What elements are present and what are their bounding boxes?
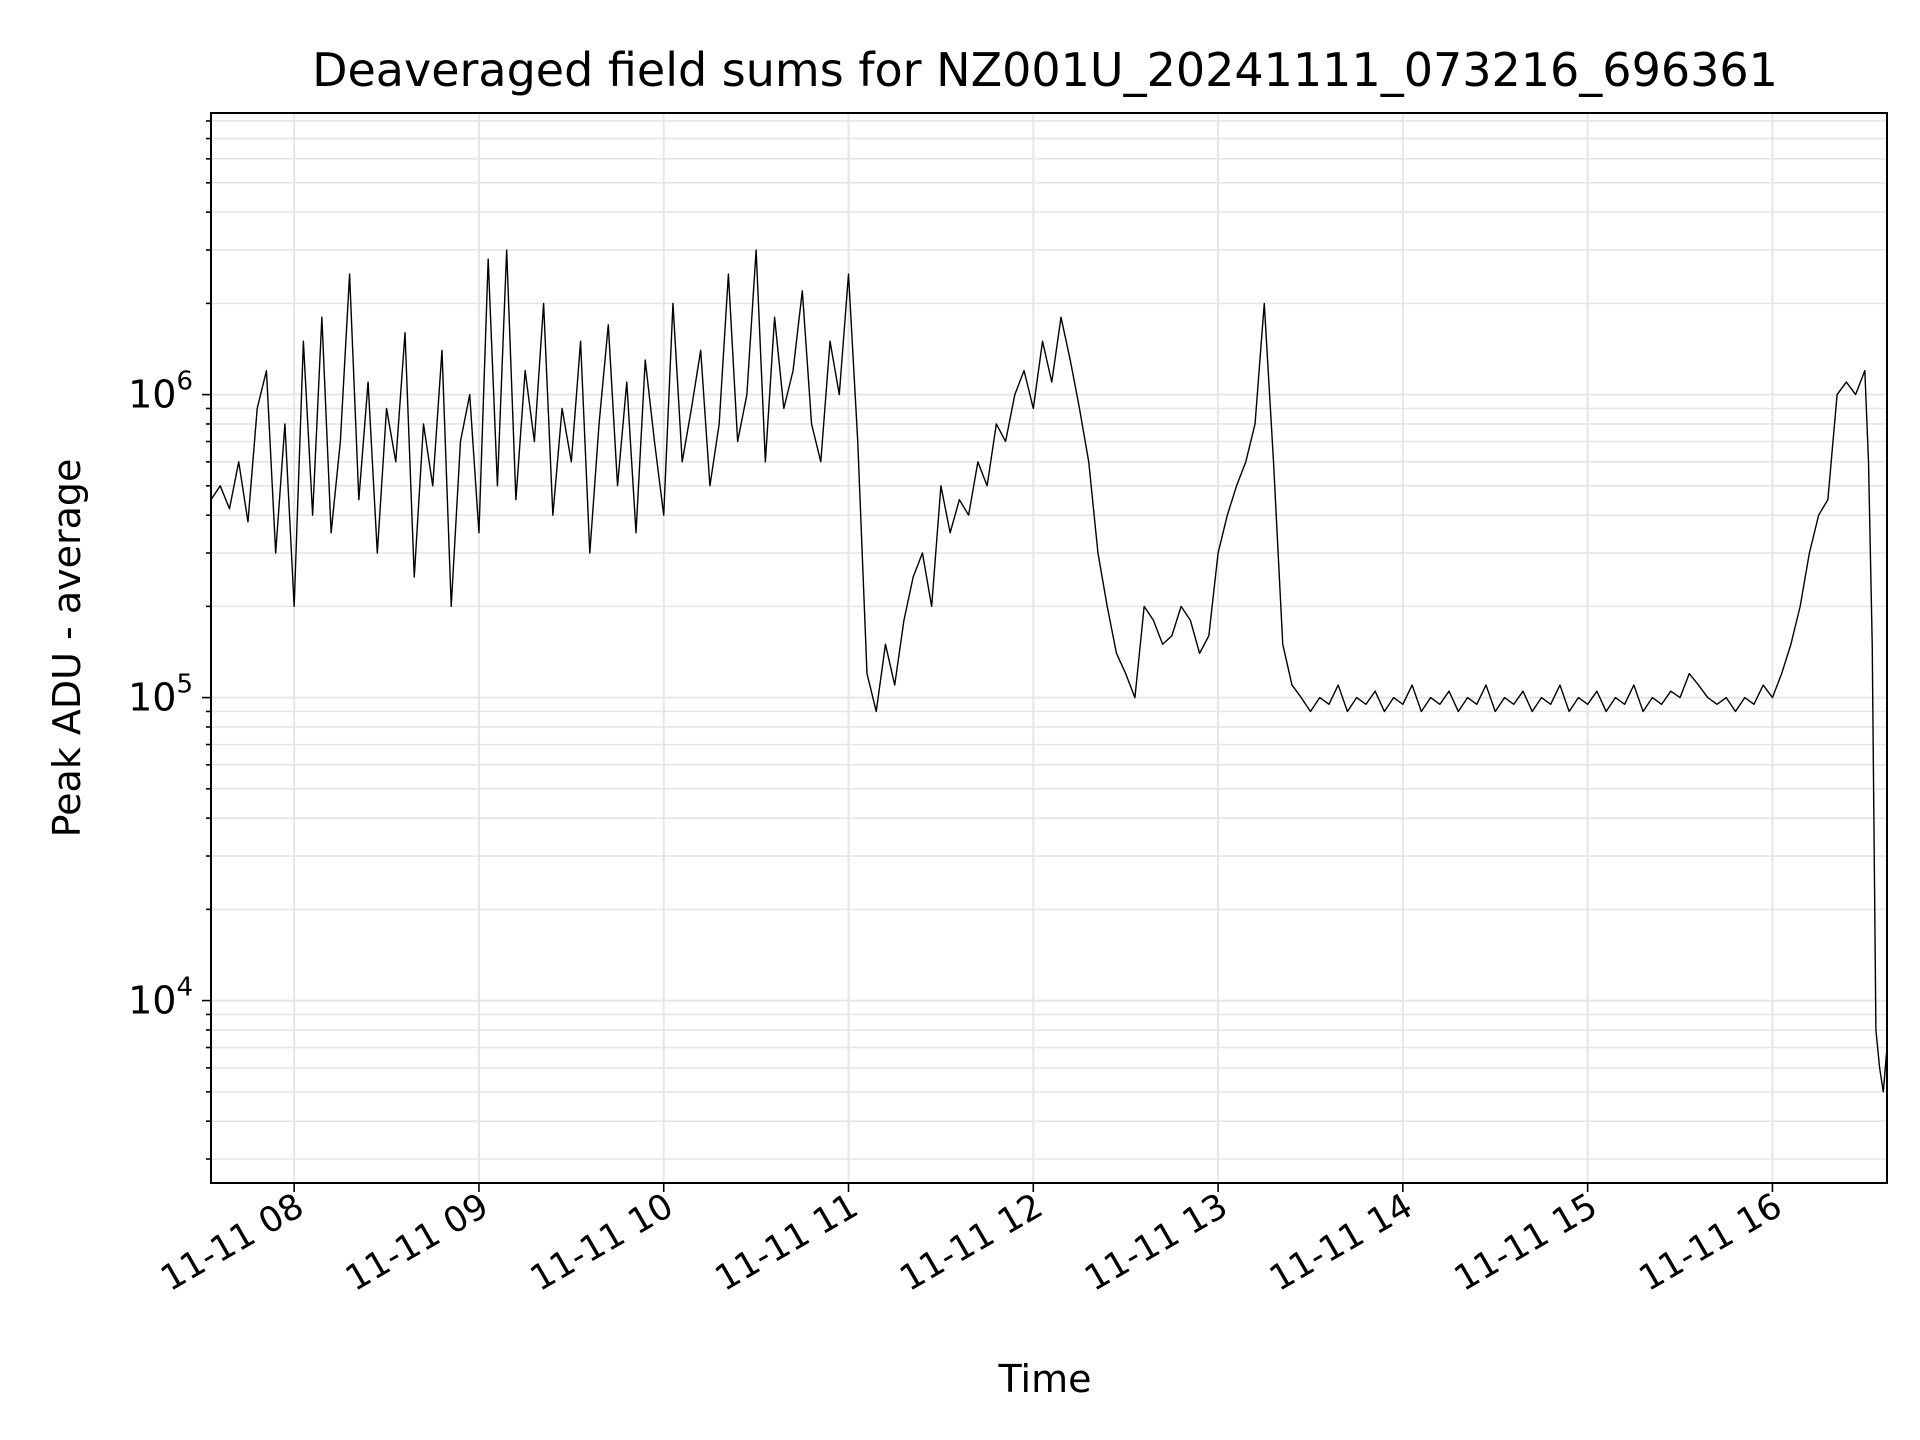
y-tick-label: 104 [128, 973, 193, 1023]
series-line-0 [210, 249, 1888, 1093]
data-series [210, 249, 1888, 1093]
x-axis-label: Time [998, 1357, 1092, 1401]
x-tick-label: 11-11 16 [1633, 1186, 1789, 1299]
x-tick-label: 11-11 14 [1263, 1186, 1419, 1299]
x-tick-label: 11-11 13 [1078, 1186, 1234, 1299]
y-tick-label: 106 [128, 367, 193, 417]
y-tick-label: 105 [128, 670, 193, 720]
plot-area-frame [210, 112, 1888, 1184]
x-tick-label: 11-11 08 [154, 1186, 310, 1299]
x-tick-label: 11-11 09 [339, 1186, 495, 1299]
y-axis: 104 105 106 [128, 120, 211, 1160]
y-axis-label: Peak ADU - average [45, 459, 89, 838]
grid [211, 113, 1887, 1183]
x-axis: 11-11 08 11-11 09 11-11 10 11-11 11 11-11 12… [154, 1183, 1789, 1299]
x-tick-label: 11-11 15 [1448, 1186, 1604, 1299]
x-tick-label: 11-11 11 [709, 1186, 865, 1299]
x-tick-label: 11-11 10 [524, 1186, 680, 1299]
chart-title: Deaveraged field sums for NZ001U_2024111… [312, 43, 1778, 97]
x-tick-label: 11-11 12 [894, 1186, 1050, 1299]
